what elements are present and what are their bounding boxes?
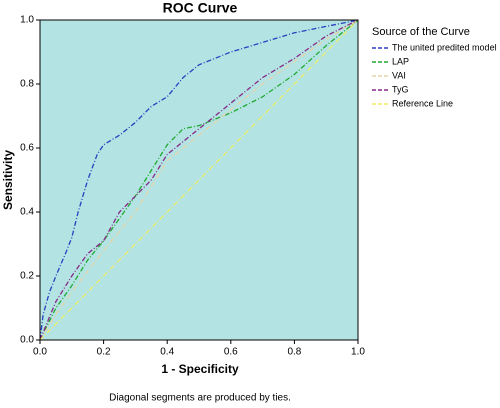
footnote: Diagonal segments are produced by ties. <box>109 393 291 404</box>
legend-label: TyG <box>392 84 409 94</box>
x-tick-label: 1.0 <box>351 347 365 358</box>
plot-frame <box>39 19 359 341</box>
y-tick-label: 0.6 <box>20 143 34 154</box>
x-tick-label: 0.4 <box>160 347 174 358</box>
legend-label: Reference Line <box>392 98 453 108</box>
legend-label: LAP <box>392 56 409 66</box>
x-tick-label: 0.6 <box>224 347 238 358</box>
y-tick-label: 0.2 <box>20 271 34 282</box>
y-tick-label: 1.0 <box>20 15 34 26</box>
roc-curve <box>39 19 359 341</box>
legend-label: The united predited model <box>392 42 497 52</box>
x-axis-label: 1 - Specificity <box>161 362 239 376</box>
x-tick-label: 0.0 <box>33 347 47 358</box>
legend-title: Source of the Curve <box>372 26 470 38</box>
x-tick-label: 0.8 <box>287 347 301 358</box>
y-tick-label: 0.4 <box>20 207 34 218</box>
x-tick-label: 0.2 <box>97 347 111 358</box>
legend-label: VAI <box>392 70 406 80</box>
y-tick-label: 0.8 <box>20 79 34 90</box>
plot-area <box>40 20 358 340</box>
roc-curve <box>39 19 359 341</box>
y-tick-label: 0.0 <box>20 335 34 346</box>
roc-curve <box>39 19 359 341</box>
roc-curve <box>39 19 359 341</box>
chart-title: ROC Curve <box>163 0 238 16</box>
y-axis-label: Sensitivity <box>1 150 15 210</box>
